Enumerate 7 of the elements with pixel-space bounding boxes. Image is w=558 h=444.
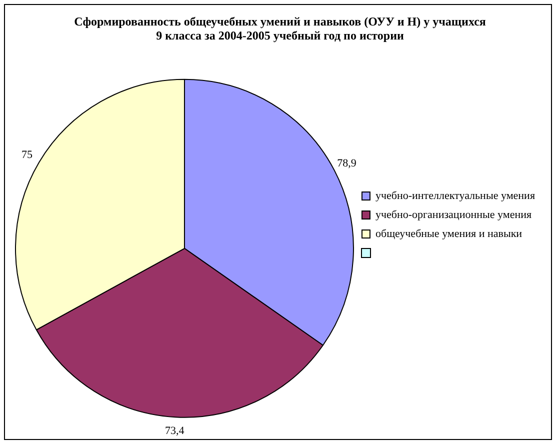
legend-label: учебно-организационные умения	[375, 208, 532, 221]
legend-label: общеучебные умения и навыки	[375, 228, 522, 240]
data-label: 75	[21, 149, 33, 162]
legend-label: учебно-интеллектуальные умения	[375, 190, 536, 202]
data-label: 73,4	[165, 425, 185, 438]
chart-title: Сформированность общеучебных умений и навыков (ОУУ и Н) у учащихся 9 класса за 2004-2005 учебный год по истории	[74, 14, 486, 43]
data-label: 78,9	[337, 158, 357, 170]
